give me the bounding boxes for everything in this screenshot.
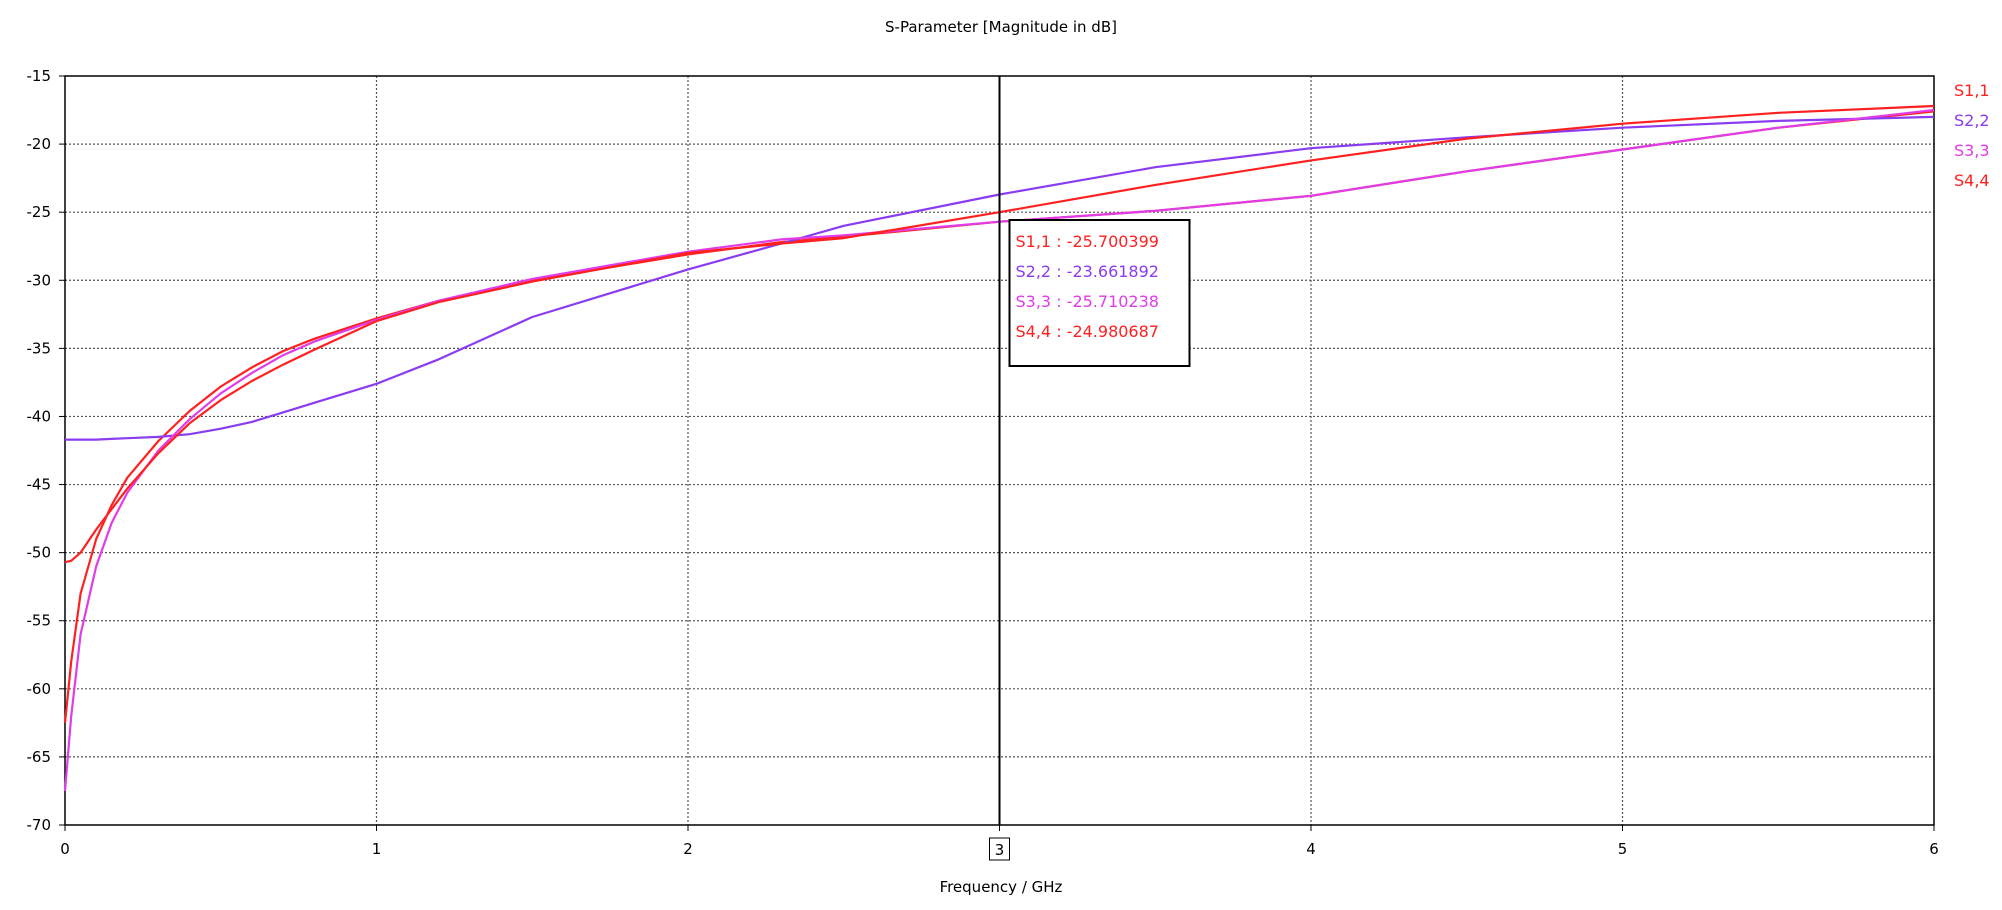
y-tick-label: -25: [27, 203, 52, 221]
grid: [65, 76, 1934, 825]
x-tick-label: 1: [372, 840, 382, 858]
x-tick-label: 6: [1929, 840, 1939, 858]
marker-readout: S1,1 : -25.700399 S2,2 : -23.661892 S3,3 :…: [1008, 219, 1191, 367]
legend-entry: S4,4: [1954, 171, 1990, 190]
series-line-3: [63, 108, 1935, 792]
axis-ticks: 0 1 2 3 4 5 6 -15 -20 -25 -30 -35 -40 -45 -50 -55 -60 -65…: [27, 67, 1939, 858]
legend-entry: S2,2: [1954, 111, 1990, 130]
series-lines: [63, 104, 1935, 792]
y-tick-label: -55: [27, 612, 52, 630]
x-axis-label: Frequency / GHz: [940, 878, 1063, 896]
x-tick-label: 4: [1306, 840, 1316, 858]
y-tick-label: -45: [27, 476, 52, 494]
y-tick-label: -40: [27, 407, 52, 425]
marker-readout-entry: S2,2 : -23.661892: [1016, 262, 1159, 281]
x-tick-label: 0: [60, 840, 70, 858]
y-tick-label: -15: [27, 67, 52, 85]
marker-x-label[interactable]: 3: [989, 837, 1010, 861]
y-tick-label: -20: [27, 135, 52, 153]
marker-x-label-box: [989, 837, 1010, 861]
y-tick-label: -35: [27, 339, 52, 357]
marker-readout-entry: S3,3 : -25.710238: [1016, 292, 1159, 311]
y-tick-label: -50: [27, 544, 52, 562]
y-tick-label: -60: [27, 680, 52, 698]
legend-entry: S1,1: [1954, 81, 1990, 100]
series-line-4: [64, 104, 1935, 564]
marker-readout-entry: S1,1 : -25.700399: [1016, 232, 1159, 251]
y-tick-label: -70: [27, 816, 52, 834]
y-tick-label: -30: [27, 271, 52, 289]
marker-x-label-text: 3: [995, 841, 1005, 859]
marker-readout-entry: S4,4 : -24.980687: [1016, 322, 1159, 341]
legend: S1,1 S2,2 S3,3 S4,4: [1954, 81, 1990, 190]
series-line-2: [65, 115, 1935, 441]
x-tick-label: 2: [683, 840, 693, 858]
chart-title: S-Parameter [Magnitude in dB]: [885, 18, 1117, 36]
legend-entry: S3,3: [1954, 141, 1990, 160]
y-tick-label: -65: [27, 748, 52, 766]
x-tick-label: 5: [1618, 840, 1628, 858]
marker-readout-box: [1008, 219, 1191, 367]
